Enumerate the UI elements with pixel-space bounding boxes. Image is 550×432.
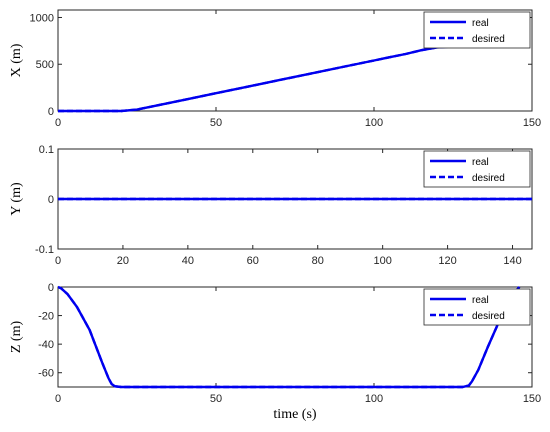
x-tick-label: 50	[210, 393, 222, 405]
x-axis-label: time (s)	[273, 407, 316, 422]
legend-x: real desired	[423, 11, 531, 49]
y-tick-label: 0.1	[39, 144, 54, 156]
y-tick-label: -0.1	[35, 244, 54, 256]
x-tick-label: 40	[182, 255, 194, 267]
y-tick-label: -20	[38, 311, 54, 323]
y-axis-label-y: Y (m)	[9, 182, 24, 216]
y-tick-label: -40	[38, 339, 54, 351]
y-tick-label: 500	[36, 59, 54, 71]
x-tick-label: 120	[438, 255, 456, 267]
x-tick-label: 100	[373, 255, 391, 267]
x-tick-label: 0	[55, 117, 61, 129]
legend-label-real: real	[472, 295, 489, 306]
legend-label-desired: desired	[472, 311, 505, 322]
x-tick-label: 150	[523, 117, 541, 129]
legend-label-desired: desired	[472, 173, 505, 184]
y-tick-label: 0	[48, 282, 54, 294]
y-tick-label: 1000	[30, 12, 54, 24]
x-tick-label: 0	[55, 255, 61, 267]
legend-box	[423, 11, 531, 49]
y-axis-label-x: X (m)	[9, 43, 24, 77]
legend-y: real desired	[423, 150, 531, 188]
y-tick-label: 0	[48, 194, 54, 206]
legend-z: real desired	[423, 288, 531, 326]
x-tick-label: 80	[312, 255, 324, 267]
x-tick-label: 60	[247, 255, 259, 267]
panel-x: 0 50 100 150 0 500 1000 X (m) real desired	[9, 9, 541, 129]
x-tick-label: 20	[117, 255, 129, 267]
y-tick-label: 0	[48, 106, 54, 118]
x-tick-label: 100	[365, 393, 383, 405]
legend-box	[423, 150, 531, 188]
panel-y: 0 20 40 60 80 100 120 140-0.100.1Y (m)realdesir…	[9, 144, 533, 267]
legend-box	[423, 288, 531, 326]
y-tick-label: -60	[38, 368, 54, 380]
x-tick-label: 140	[503, 255, 521, 267]
legend-label-real: real	[472, 157, 489, 168]
series-desired-z	[58, 285, 521, 389]
x-tick-label: 100	[365, 117, 383, 129]
x-tick-label: 150	[523, 393, 541, 405]
legend-label-real: real	[472, 18, 489, 29]
legend-label-desired: desired	[472, 34, 505, 45]
x-tick-label: 0	[55, 393, 61, 405]
panel-z: 0 50 100 150 -60 -40 -20 0 Z (m) time (s) real desi…	[9, 282, 541, 422]
y-axis-label-z: Z (m)	[9, 321, 24, 354]
x-tick-label: 50	[210, 117, 222, 129]
